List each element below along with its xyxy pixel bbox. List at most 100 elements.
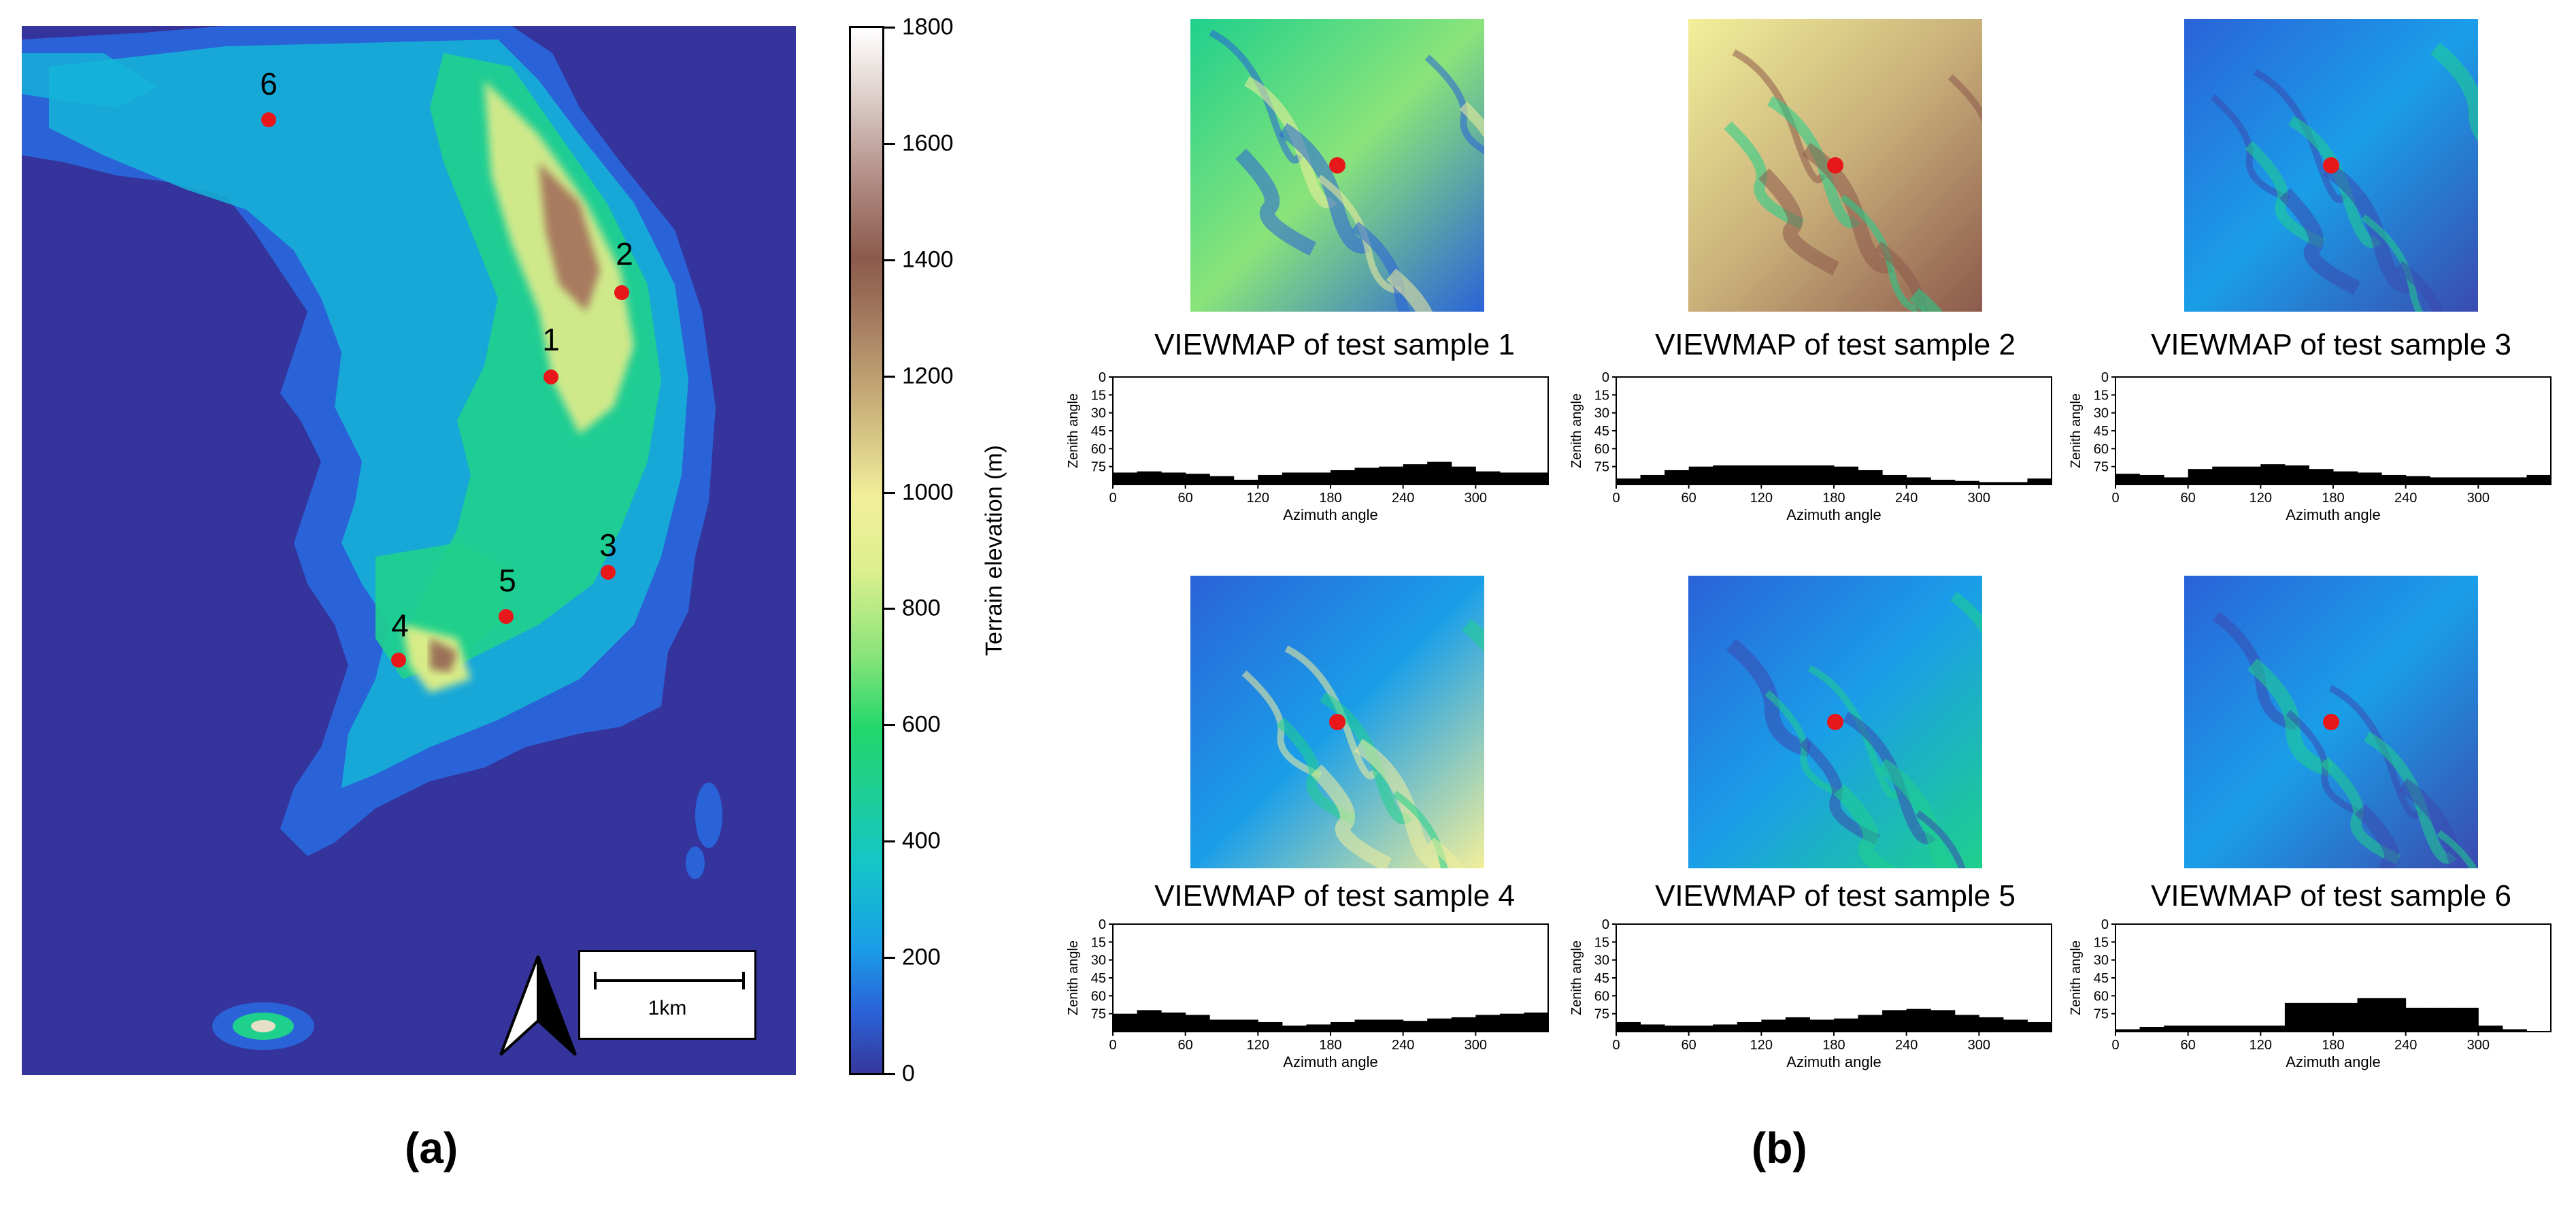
y-tick-label: 15 [1091, 388, 1106, 403]
sample-location-marker [1827, 714, 1843, 730]
horizon-bar [1906, 477, 1931, 485]
y-tick-label: 60 [1091, 989, 1106, 1004]
horizon-bar [1499, 472, 1524, 485]
y-tick-label: 75 [1594, 460, 1609, 475]
horizon-bar [1524, 472, 1549, 485]
horizon-bar [2027, 1021, 2052, 1032]
horizon-bar [2115, 474, 2141, 485]
horizon-bar [1640, 1024, 1665, 1032]
y-tick-label: 45 [1594, 971, 1609, 986]
colorbar-axis-label: Terrain elevation (m) [981, 445, 1007, 656]
y-axis-label: Zenith angle [2069, 940, 2084, 1015]
horizon-bar [1475, 1015, 1501, 1032]
y-tick-label: 30 [1594, 406, 1609, 421]
sample-location-marker [1827, 157, 1843, 174]
y-tick-label: 60 [1594, 442, 1609, 457]
horizon-bar [2236, 466, 2261, 485]
horizon-bar [1427, 1018, 1452, 1032]
y-tick-label: 75 [1091, 1007, 1106, 1022]
horizon-bar [2454, 477, 2479, 485]
y-tick-label: 15 [1594, 388, 1609, 403]
horizon-bar [2526, 474, 2552, 485]
y-tick-label: 30 [1091, 406, 1106, 421]
colorbar-tick-label: 400 [902, 827, 941, 854]
horizon-bar [1499, 1013, 1524, 1032]
horizon-bar [1331, 470, 1356, 485]
horizon-bar [1616, 1021, 1641, 1032]
x-tick-label: 300 [1968, 491, 1990, 506]
horizon-bar [2164, 477, 2189, 485]
viewmap-plot: 0 15 30 45 60 75 0 60 120 180 240 300 Azimuth angle Z… [1569, 917, 2052, 1070]
y-tick-label: 30 [1594, 953, 1609, 968]
site-label-5: 5 [499, 563, 516, 598]
x-tick-label: 120 [1750, 1038, 1773, 1053]
site-marker-4 [391, 653, 406, 668]
y-tick-label: 45 [1091, 971, 1106, 986]
horizon-bar [1737, 1021, 1762, 1032]
y-tick-label: 0 [2101, 917, 2109, 932]
horizon-bar [2212, 1026, 2237, 1032]
x-tick-label: 120 [2249, 1038, 2272, 1053]
elevation-map: 6 2 1 3 5 4 [22, 26, 796, 1075]
x-tick-label: 0 [2111, 491, 2119, 506]
colorbar-tick [884, 375, 895, 378]
y-axis-label: Zenith angle [1569, 393, 1584, 468]
horizon-bar [1954, 480, 1979, 485]
scale-bar [594, 972, 745, 989]
sample-location-marker [2323, 714, 2339, 730]
x-tick-label: 60 [2181, 1038, 2196, 1053]
x-tick-label: 300 [1465, 491, 1487, 506]
x-tick-label: 180 [1319, 1038, 1341, 1053]
x-tick-label: 300 [2467, 491, 2490, 506]
horizon-bar [2333, 471, 2358, 485]
y-axis-label: Zenith angle [1569, 940, 1584, 1015]
colorbar-tick [884, 724, 895, 727]
horizon-bar [1113, 1013, 1138, 1032]
horizon-bar [1809, 1019, 1835, 1032]
x-tick-label: 0 [1612, 491, 1620, 506]
y-tick-label: 0 [1099, 370, 1106, 385]
y-tick-label: 75 [2094, 460, 2109, 475]
scale-label: 1km [648, 997, 687, 1019]
sample-thumbnail-2 [1688, 19, 1982, 312]
horizon-bar [1524, 1012, 1549, 1032]
colorbar-tick [884, 491, 895, 494]
horizon-bar [1161, 1012, 1186, 1032]
horizon-bar [2430, 477, 2455, 485]
site-label-3: 3 [599, 527, 617, 563]
horizon-bar [1713, 1024, 1738, 1032]
viewmap-chart-3: 0 15 30 45 60 75 0 60 120 180 240 300 Azimuth angle Z… [2069, 370, 2552, 523]
y-tick-label: 0 [2101, 370, 2109, 385]
viewmap-chart-4: 0 15 30 45 60 75 0 60 120 180 240 300 Azimuth angle Z… [1066, 917, 1549, 1070]
viewmap-plot: 0 15 30 45 60 75 0 60 120 180 240 300 Azimuth angle Z… [2069, 370, 2552, 523]
x-tick-label: 240 [1895, 1038, 1918, 1053]
x-tick-label: 120 [2249, 491, 2272, 506]
horizon-bar [1137, 1010, 1162, 1032]
x-tick-label: 120 [1247, 1038, 1269, 1053]
horizon-bar [2357, 472, 2382, 485]
horizon-bar [1354, 1019, 1379, 1032]
x-tick-label: 0 [2111, 1038, 2119, 1053]
y-axis-label: Zenith angle [1066, 940, 1081, 1015]
y-tick-label: 45 [2094, 971, 2109, 986]
colorbar-tick [884, 259, 895, 261]
sample-terrain [2184, 19, 2478, 312]
horizon-bar [1354, 467, 1379, 485]
horizon-bar [1209, 1019, 1235, 1032]
horizon-bar [2284, 465, 2309, 485]
horizon-bar [2003, 482, 2028, 485]
x-axis-label: Azimuth angle [1786, 1053, 1881, 1070]
horizon-bar [2357, 998, 2382, 1032]
y-axis-label: Zenith angle [1066, 393, 1081, 468]
horizon-bar [2139, 1026, 2164, 1032]
horizon-bar [1930, 479, 1956, 485]
scale-bar-box: 1km [578, 950, 756, 1040]
horizon-bar [1882, 1010, 1907, 1032]
horizon-bar [2454, 1007, 2479, 1032]
horizon-bar [1688, 1026, 1713, 1032]
x-axis-label: Azimuth angle [2286, 506, 2380, 523]
x-axis-label: Azimuth angle [1283, 1053, 1377, 1070]
horizon-bar [2478, 477, 2503, 485]
sample-title-5: VIEWMAP of test sample 5 [1655, 879, 2015, 913]
site-marker-6 [261, 112, 276, 127]
